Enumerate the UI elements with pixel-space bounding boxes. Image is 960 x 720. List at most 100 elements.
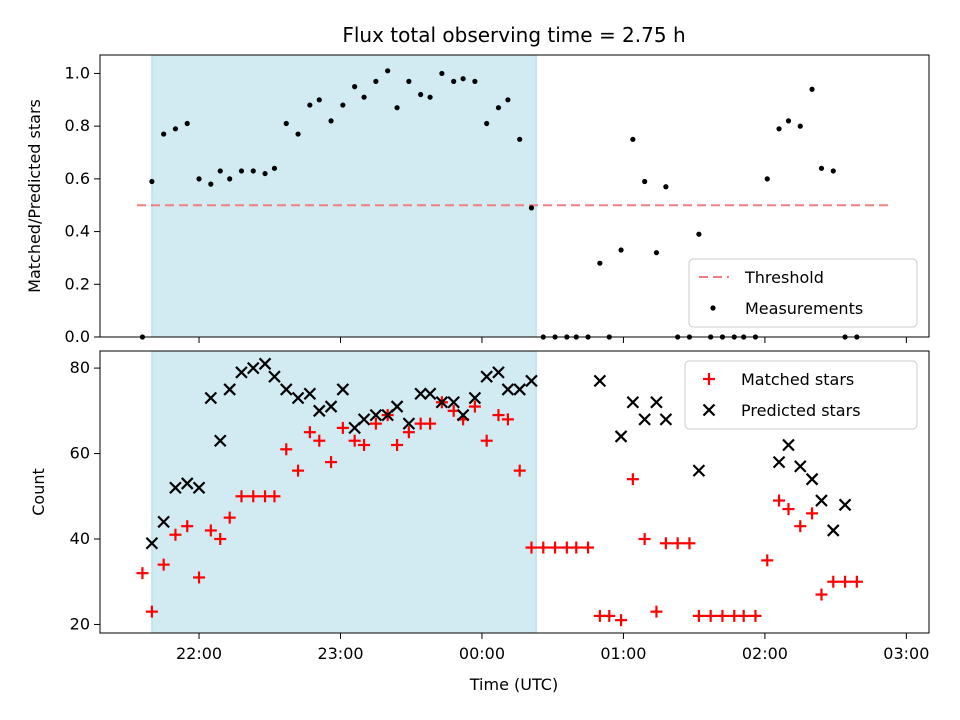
predicted-point [793,460,807,473]
predicted-point [192,481,206,495]
predicted-point [180,477,194,490]
matched-point [193,571,206,584]
matched-point [136,567,149,580]
x-tick-label: 23:00 [317,644,363,663]
measurement-point [196,176,202,182]
predicted-point [336,383,350,396]
measurement-point [517,136,523,142]
predicted-point [423,387,437,401]
ratio-panel-frame [99,54,930,338]
predicted-point [324,400,338,413]
predicted-point [204,391,218,405]
measurement-point [597,260,603,266]
y-tick-label: 0.8 [65,116,90,135]
predicted-point [614,430,628,443]
measurement-point [630,136,636,142]
chart-title: Flux total observing time = 2.75 h [342,23,685,47]
matched-point [501,413,514,426]
shade-band [151,54,537,338]
predicted-point [650,395,663,409]
x-tick-label: 02:00 [742,644,788,663]
matched-point [839,575,852,588]
predicted-point [838,498,852,512]
matched-point [570,541,583,554]
ratio-y-label: Matched/Predicted stars [25,99,44,293]
measurement-point [227,176,233,182]
legend-matched-swatch [703,373,715,385]
matched-point [615,614,628,627]
predicted-point [626,395,640,409]
measurement-point [696,231,702,237]
matched-point [659,537,672,550]
predicted-point [480,370,493,383]
predicted-point [659,413,673,426]
matched-point [424,417,437,430]
measurement-point [797,123,803,129]
measurement-point [352,84,358,90]
y-tick-label: 0.0 [65,327,90,346]
measurement-point [764,176,770,182]
predicted-point [402,417,416,430]
measurement-point [208,181,214,187]
measurement-point [149,178,155,185]
y-tick-label: 20 [70,614,90,633]
y-tick-label: 80 [70,358,90,377]
measurement-point [642,178,648,185]
measurement-point [809,86,815,92]
predicted-point [772,455,786,469]
legend-predicted-swatch [702,403,716,417]
y-tick-label: 0.2 [65,274,90,293]
predicted-point [815,494,828,507]
matched-point [292,464,305,477]
measurement-point [394,105,400,111]
measurement-point [484,120,490,127]
x-tick-label: 00:00 [459,644,505,663]
matched-point [537,541,550,554]
matched-point [827,575,840,588]
matched-point [850,575,863,588]
matched-point [358,439,371,451]
count-panel-frame [99,350,930,634]
measurement-point [328,118,334,124]
matched-point [650,605,663,618]
predicted-point [501,383,515,396]
ratio-y-axis: 0.0 0.2 0.4 0.6 0.8 1.0 [65,63,100,346]
predicted-point [268,370,281,383]
count-x-axis: 22:00 23:00 00:00 01:00 02:00 03:00 [176,633,929,663]
predicted-point [826,524,840,537]
count-y-axis: 20 40 60 80 [70,358,100,633]
measurement-point [271,165,278,171]
count-legend: Matched stars Predicted stars [684,360,918,430]
measurement-point [184,120,190,127]
matched-point [749,609,762,622]
matched-point [716,609,729,622]
predicted-point [246,361,260,375]
matched-point [782,503,795,516]
measurement-point [361,94,367,100]
predicted-point [258,357,272,371]
measurement-point [161,131,167,137]
measurement-point [316,97,322,103]
measurement-point [653,250,660,256]
matched-point [513,464,526,477]
predicted-point [291,391,305,405]
matched-point [638,533,651,545]
measurement-point [172,126,179,132]
matched-point [336,421,349,434]
predicted-point [303,387,317,401]
y-tick-label: 1.0 [65,63,90,82]
predicted-point [468,391,482,405]
matched-point [247,490,260,503]
legend-label: Measurements [745,299,863,318]
matched-point [280,443,293,456]
matched-point [303,426,316,439]
observing-window-shade [151,350,537,634]
matched-point [313,434,326,447]
matched-point [525,541,538,554]
matched-point [214,533,227,545]
matched-point [692,609,705,622]
matched-point [181,520,194,533]
y-tick-label: 0.4 [65,222,90,241]
